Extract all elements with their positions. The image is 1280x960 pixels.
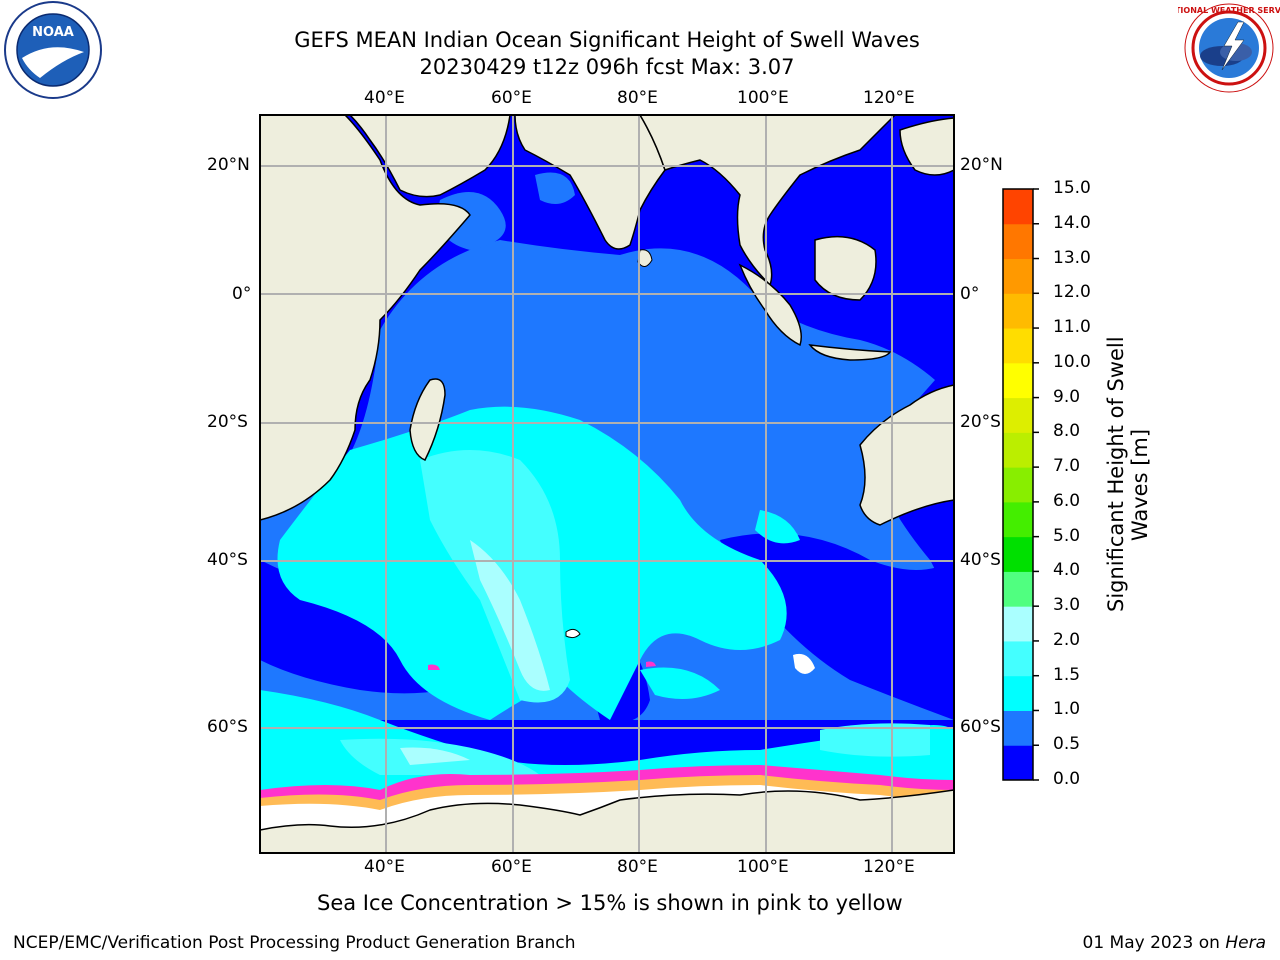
colorbar-label: 4.0 xyxy=(1053,560,1081,581)
colorbar-label: 14.0 xyxy=(1053,212,1091,233)
colorbar-segment xyxy=(1003,710,1033,746)
sea-ice-caption: Sea Ice Concentration > 15% is shown in … xyxy=(317,891,903,915)
colorbar-segment xyxy=(1003,189,1033,225)
colorbar xyxy=(1002,188,1039,781)
footer-date: 01 May 2023 on Hera xyxy=(1083,933,1267,953)
colorbar-segment xyxy=(1003,467,1033,503)
colorbar-label: 10.0 xyxy=(1053,351,1091,372)
colorbar-segment xyxy=(1003,223,1033,260)
lat-tick-right: 20°S xyxy=(960,412,1001,432)
colorbar-segment xyxy=(1003,328,1033,364)
lon-tick-top: 120°E xyxy=(863,88,915,108)
lat-tick-right: 60°S xyxy=(960,717,1001,737)
colorbar-segment xyxy=(1003,362,1033,399)
map-field xyxy=(260,115,954,853)
colorbar-title-line2: Waves [m] xyxy=(1128,428,1152,542)
footer-date-text: 01 May 2023 on xyxy=(1082,933,1226,953)
lon-tick-bottom: 120°E xyxy=(863,857,915,877)
colorbar-segment xyxy=(1003,432,1033,468)
noaa-logo: NOAA xyxy=(4,1,102,99)
lat-tick-left: 40°S xyxy=(207,550,248,570)
lon-tick-top: 60°E xyxy=(491,88,532,108)
colorbar-label: 12.0 xyxy=(1053,282,1091,303)
colorbar-segment xyxy=(1003,571,1033,607)
colorbar-segment xyxy=(1003,536,1033,572)
footer-host: Hera xyxy=(1225,933,1266,953)
colorbar-label: 3.0 xyxy=(1053,595,1081,616)
lat-tick-right: 20°N xyxy=(960,155,1003,175)
svg-text:NOAA: NOAA xyxy=(32,25,74,40)
colorbar-segment xyxy=(1003,501,1033,538)
colorbar-label: 11.0 xyxy=(1053,317,1091,338)
colorbar-segment xyxy=(1003,745,1033,781)
lat-tick-left: 60°S xyxy=(207,717,248,737)
colorbar-label: 0.5 xyxy=(1053,734,1081,755)
colorbar-segment xyxy=(1003,397,1033,433)
colorbar-label: 1.0 xyxy=(1053,699,1081,720)
svg-text:NATIONAL WEATHER SERVICE: NATIONAL WEATHER SERVICE xyxy=(1178,6,1280,15)
colorbar-label: 5.0 xyxy=(1053,525,1081,546)
colorbar-label: 15.0 xyxy=(1053,178,1091,198)
colorbar-label: 0.0 xyxy=(1053,769,1081,789)
colorbar-label: 9.0 xyxy=(1053,386,1081,407)
colorbar-segment xyxy=(1003,258,1033,294)
colorbar-label: 6.0 xyxy=(1053,490,1081,511)
colorbar-label: 13.0 xyxy=(1053,247,1091,268)
lat-tick-left: 20°N xyxy=(207,155,250,175)
lon-tick-bottom: 40°E xyxy=(364,857,405,877)
colorbar-segment xyxy=(1003,606,1033,642)
colorbar-label: 7.0 xyxy=(1053,456,1081,477)
nws-logo: NATIONAL WEATHER SERVICE xyxy=(1178,2,1280,94)
lon-tick-top: 100°E xyxy=(737,88,789,108)
lon-tick-bottom: 80°E xyxy=(617,857,658,877)
lat-tick-right: 40°S xyxy=(960,550,1001,570)
colorbar-segment xyxy=(1003,675,1033,711)
colorbar-title: Significant Height of Swell Waves [m] xyxy=(1104,336,1152,612)
lon-tick-bottom: 60°E xyxy=(491,857,532,877)
lat-tick-right: 0° xyxy=(960,284,980,304)
colorbar-title-line1: Significant Height of Swell xyxy=(1104,336,1128,612)
map-border xyxy=(259,114,955,854)
map-subtitle: 20230429 t12z 096h fcst Max: 3.07 xyxy=(419,55,795,79)
colorbar-segment xyxy=(1003,293,1033,329)
footer-credit: NCEP/EMC/Verification Post Processing Pr… xyxy=(13,933,576,953)
lon-tick-top: 40°E xyxy=(364,88,405,108)
colorbar-label: 8.0 xyxy=(1053,421,1081,442)
lon-tick-bottom: 100°E xyxy=(737,857,789,877)
colorbar-segment xyxy=(1003,640,1033,677)
colorbar-label: 2.0 xyxy=(1053,629,1081,650)
colorbar-label: 1.5 xyxy=(1053,664,1081,685)
lon-tick-top: 80°E xyxy=(617,88,658,108)
graticule xyxy=(260,115,954,853)
lat-tick-left: 0° xyxy=(232,284,252,304)
lat-tick-left: 20°S xyxy=(207,412,248,432)
map-title: GEFS MEAN Indian Ocean Significant Heigh… xyxy=(294,28,920,52)
